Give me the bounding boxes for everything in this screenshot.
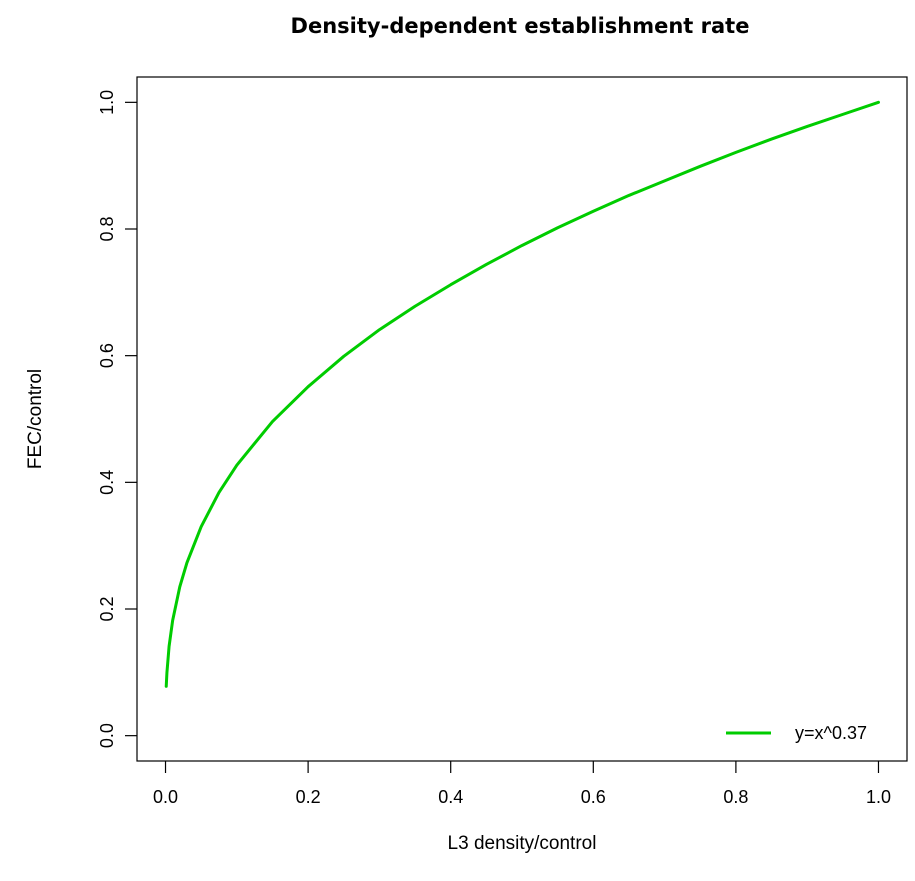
x-tick-label-1: 0.2 [296,787,321,807]
x-tick-label-0: 0.0 [153,787,178,807]
series-line-0 [164,100,880,688]
series-layer [164,100,880,688]
x-axis-label: L3 density/control [448,833,597,854]
y-axis-label: FEC/control [25,369,46,469]
legend-entry-series-0: y=x^0.37 [795,723,867,743]
plot-frame [136,76,908,762]
x-tick-label-4: 0.8 [723,787,748,807]
x-tick-label-5: 1.0 [866,787,891,807]
y-tick-label-4: 0.8 [97,216,117,241]
y-tick-label-2: 0.4 [97,470,117,495]
legend: y=x^0.37 [726,723,867,743]
x-tick-label-3: 0.6 [581,787,606,807]
y-tick-label-5: 1.0 [97,90,117,115]
y-tick-label-3: 0.6 [97,343,117,368]
y-axis: 0.0 0.2 0.4 0.6 0.8 1.0 [97,90,137,748]
chart-title: Density-dependent establishment rate [291,14,750,38]
y-tick-label-0: 0.0 [97,723,117,748]
x-axis: 0.0 0.2 0.4 0.6 0.8 1.0 [153,761,891,807]
y-tick-label-1: 0.2 [97,596,117,621]
x-tick-label-2: 0.4 [438,787,463,807]
